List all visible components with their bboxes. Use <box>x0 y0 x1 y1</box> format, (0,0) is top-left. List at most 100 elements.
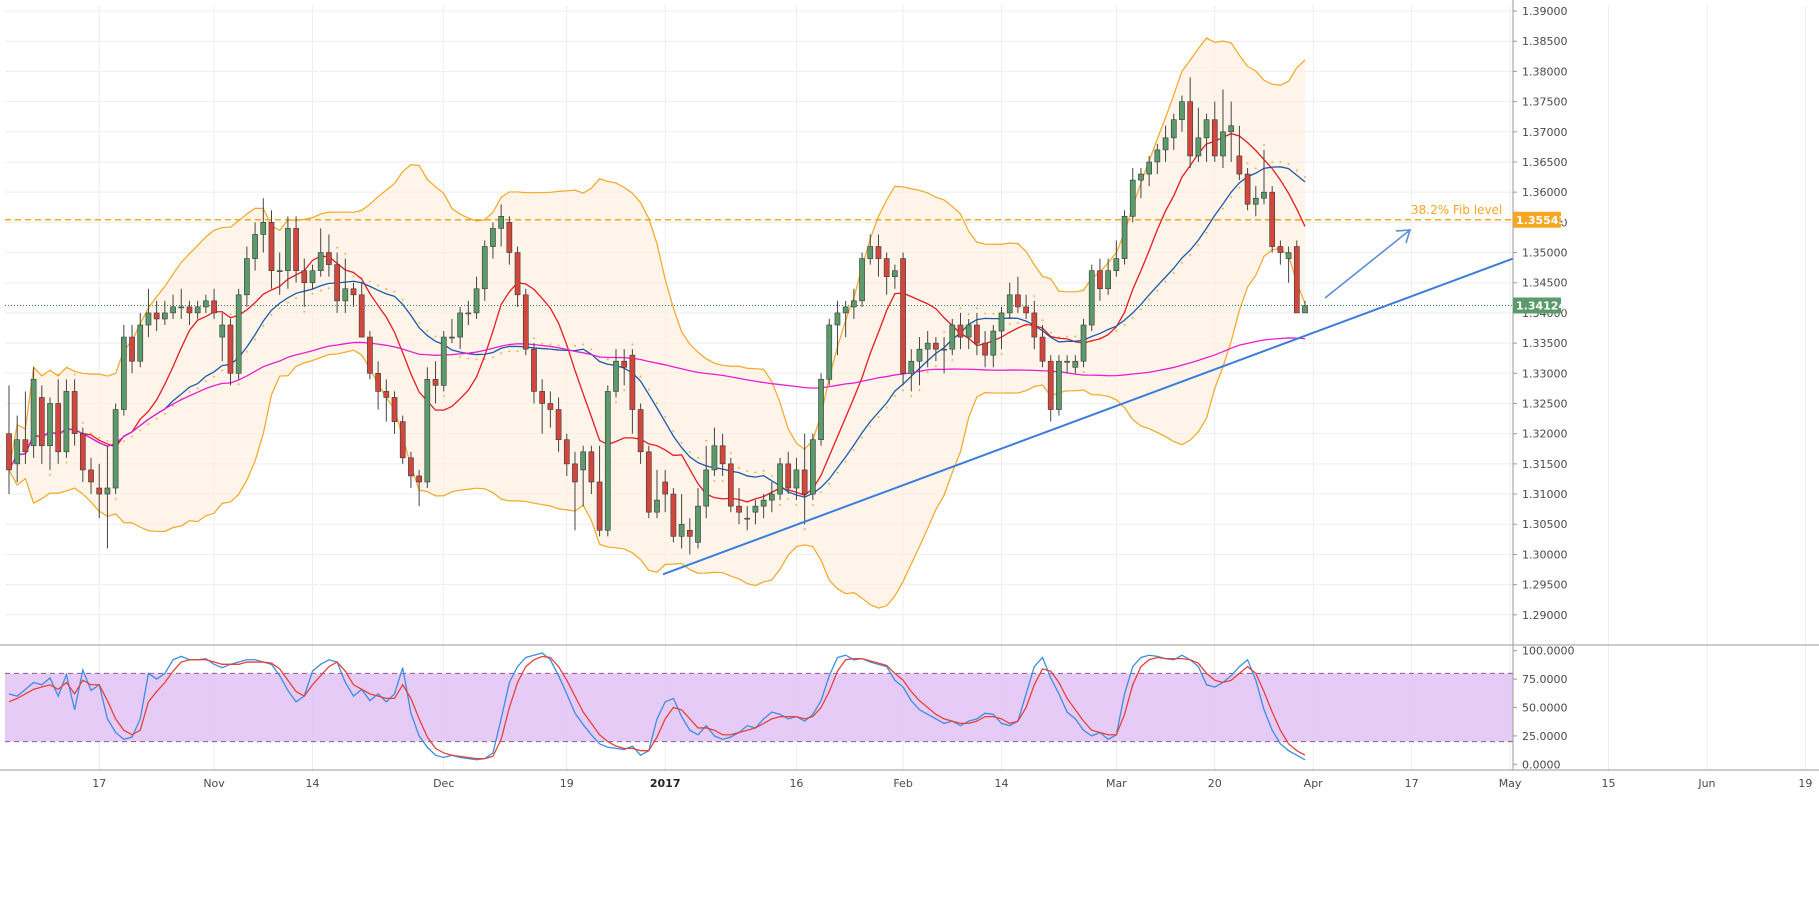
sar-dot <box>418 321 421 324</box>
sar-dot <box>262 325 265 327</box>
sar-dot <box>1181 261 1183 264</box>
x-tick-label: Apr <box>1304 777 1324 790</box>
candle-body <box>506 222 513 253</box>
y-tick-label: 1.38000 <box>1522 65 1568 78</box>
candle-body <box>629 354 636 410</box>
candle-body <box>129 336 135 362</box>
candle-body <box>654 499 660 513</box>
candle-body <box>752 505 759 513</box>
candle-body <box>383 391 390 398</box>
sar-dot <box>155 417 158 420</box>
sar-dot <box>163 412 166 415</box>
candle-body <box>235 294 242 374</box>
candle-body <box>727 463 734 507</box>
sar-dot <box>270 314 273 316</box>
sar-dot <box>90 432 92 435</box>
candle-body <box>227 324 234 374</box>
y-tick-label: 1.31000 <box>1522 488 1568 501</box>
candle-body <box>47 403 53 447</box>
sar-dot <box>1123 324 1126 326</box>
candle-body <box>203 300 209 308</box>
sar-dot <box>680 441 683 444</box>
candle-body <box>596 481 603 531</box>
candle-body <box>301 270 308 284</box>
candle-body <box>375 373 381 392</box>
sar-dot <box>278 307 281 309</box>
candle-body <box>1277 246 1284 253</box>
sar-dot <box>295 297 297 300</box>
sar-dot <box>836 471 839 474</box>
candle-body <box>342 288 349 302</box>
candle-body <box>974 324 980 344</box>
sar-dot <box>934 365 937 367</box>
candle-body <box>1211 119 1218 157</box>
candle-body <box>965 324 972 338</box>
x-tick-label: 14 <box>995 777 1009 790</box>
sar-dot <box>221 369 224 372</box>
x-tick-label: Feb <box>893 777 912 790</box>
candle-body <box>1072 360 1079 368</box>
candle-body <box>1015 294 1021 308</box>
sar-dot <box>1271 161 1274 164</box>
sar-dot <box>770 475 773 477</box>
candle-body <box>777 463 783 495</box>
sar-dot <box>65 461 68 464</box>
sar-dot <box>631 343 634 346</box>
sar-dot <box>721 479 724 482</box>
sar-dot <box>344 252 347 255</box>
candle-body <box>1269 191 1276 247</box>
candle-body <box>637 409 644 453</box>
candle-body <box>416 475 422 483</box>
sar-dot <box>582 343 585 346</box>
sar-dot <box>319 289 322 292</box>
sar-dot <box>401 298 404 301</box>
sar-dot <box>1254 167 1257 170</box>
candle-body <box>1006 294 1013 314</box>
candle-body <box>1047 360 1054 410</box>
y-tick-label: 1.37000 <box>1522 126 1568 139</box>
candle-body <box>30 379 37 447</box>
sar-dot <box>615 401 617 404</box>
candle-body <box>1064 360 1070 363</box>
sar-dot <box>1164 280 1167 283</box>
sar-dot <box>1304 176 1306 178</box>
candle-body <box>63 391 70 453</box>
candle-body <box>810 439 816 495</box>
sar-dot <box>204 380 207 383</box>
sar-dot <box>1246 162 1249 165</box>
sar-dot <box>459 356 462 358</box>
sar-dot <box>959 307 962 309</box>
osc-y-tick-label: 25.0000 <box>1522 730 1568 743</box>
y-tick-label: 1.35000 <box>1522 247 1568 260</box>
candle-body <box>875 246 882 259</box>
sar-dot <box>426 329 429 332</box>
sar-dot <box>877 416 880 418</box>
sar-dot <box>787 497 790 500</box>
sar-dot <box>286 301 289 304</box>
candle-body <box>842 306 849 314</box>
candle-body <box>1228 125 1235 133</box>
candle-body <box>990 330 997 356</box>
sar-dot <box>590 348 593 351</box>
candle-body <box>998 312 1005 332</box>
ma-10-line <box>8 132 1306 503</box>
sar-dot <box>574 344 576 347</box>
candle-body <box>982 342 988 356</box>
last-price-badge-text: 1.34124 <box>1516 299 1566 312</box>
candle-body <box>1088 270 1095 326</box>
sar-dot <box>803 528 806 530</box>
candle-body <box>88 469 94 483</box>
candle-body <box>358 294 365 338</box>
sar-dot <box>1140 308 1142 311</box>
candle-body <box>334 264 340 302</box>
sar-dot <box>549 343 552 346</box>
candle-body <box>547 403 554 410</box>
sar-dot <box>188 391 191 393</box>
candle-body <box>1031 312 1038 338</box>
sar-dot <box>245 350 248 353</box>
candle-body <box>498 216 504 229</box>
x-tick-label: 19 <box>560 777 574 790</box>
oscillator-band <box>5 673 1513 742</box>
candle-body <box>244 258 250 296</box>
